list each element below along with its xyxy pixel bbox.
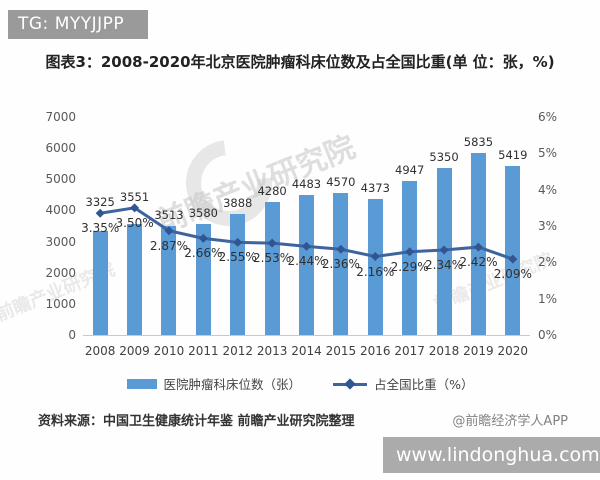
y-axis-tick-label: 7000 — [45, 110, 76, 124]
secondary-axis-tick-label: 5% — [538, 146, 558, 161]
bar — [230, 213, 246, 335]
diamond-marker-icon — [130, 203, 140, 213]
bar-value-label: 5350 — [429, 150, 459, 165]
watermark-badge-bottom-right: www.lindonghua.com — [383, 437, 600, 473]
line-series-swatch — [333, 377, 368, 390]
y-axis-tick-label: 6000 — [45, 141, 76, 156]
source-text: 资料来源：中国卫生健康统计年鉴 前瞻产业研究院整理 — [38, 414, 355, 429]
legend-bar-label: 医院肿瘤科床位数（张） — [163, 377, 302, 392]
x-axis-tick-label: 2020 — [497, 344, 529, 358]
line-point-label: 2.09% — [493, 267, 532, 282]
diamond-marker-icon — [95, 208, 105, 218]
secondary-axis-tick-label: 4% — [538, 182, 558, 197]
legend-line-label: 占全国比重（%） — [374, 377, 474, 392]
x-axis-tick-label: 2015 — [325, 344, 357, 358]
bar-value-label: 4947 — [395, 162, 425, 177]
diamond-marker-icon — [344, 377, 356, 390]
line-point-label: 2.29% — [390, 259, 429, 274]
x-axis-tick-label: 2009 — [119, 344, 150, 358]
y-axis-tick-label: 1000 — [45, 296, 76, 311]
bar — [505, 166, 521, 335]
x-axis-tick-label: 2013 — [256, 344, 288, 358]
legend-item-line: 占全国比重（%） — [333, 374, 473, 393]
bar-value-label: 3325 — [85, 195, 115, 210]
bar — [264, 201, 280, 335]
bar — [402, 180, 418, 335]
y-axis-tick-label: 0 — [68, 328, 76, 342]
bar — [195, 223, 211, 335]
x-axis-tick-label: 2018 — [428, 344, 460, 358]
secondary-axis-tick-label: 2% — [538, 255, 558, 270]
x-axis-tick-label: 2016 — [359, 344, 391, 358]
line-point-label: 2.34% — [424, 257, 464, 272]
bar-value-label: 4373 — [360, 180, 390, 195]
secondary-axis-tick-label: 0% — [538, 328, 558, 342]
bar-value-label: 5419 — [498, 148, 528, 163]
bar-value-label: 4570 — [326, 174, 356, 189]
y-axis-tick-label: 2000 — [45, 265, 76, 280]
line-point-label: 2.16% — [356, 264, 395, 279]
y-axis-tick-label: 3000 — [45, 234, 76, 249]
legend-item-bars: 医院肿瘤科床位数（张） — [126, 374, 302, 393]
bar — [470, 153, 486, 335]
bar-value-label: 4483 — [291, 177, 322, 192]
bar — [92, 231, 108, 335]
chart-title: 图表3：2008-2020年北京医院肿瘤科床位数及占全国比重(单 位：张，%) — [45, 53, 555, 71]
y-axis-tick-label: 5000 — [45, 172, 76, 187]
x-axis-tick-label: 2019 — [463, 344, 494, 358]
secondary-axis-tick-label: 3% — [538, 219, 558, 233]
y-axis-tick-label: 4000 — [45, 203, 76, 218]
x-axis-tick-label: 2012 — [222, 344, 253, 358]
bar-value-label: 3888 — [223, 195, 253, 210]
secondary-axis-tick-label: 6% — [538, 110, 558, 124]
watermark-badge-top-left: TG: MYYJJPP — [8, 10, 148, 39]
legend: 医院肿瘤科床位数（张） 占全国比重（%） — [0, 374, 600, 393]
footer: 资料来源：中国卫生健康统计年鉴 前瞻产业研究院整理 @前瞻经济学人APP — [38, 410, 568, 429]
x-axis-tick-label: 2014 — [291, 344, 322, 358]
bar-value-label: 5835 — [463, 135, 494, 150]
x-axis-line — [83, 335, 530, 336]
x-axis-tick-label: 2008 — [84, 344, 116, 358]
bar — [436, 168, 452, 335]
x-axis-tick-label: 2010 — [153, 344, 185, 358]
credit-text: @前瞻经济学人APP — [452, 414, 568, 429]
bar — [127, 224, 143, 335]
x-axis-tick-label: 2017 — [394, 344, 425, 358]
bar-value-label: 3551 — [119, 189, 150, 204]
secondary-axis-tick-label: 1% — [538, 291, 558, 306]
bar-value-label: 4280 — [257, 183, 287, 198]
line-point-label: 2.36% — [321, 257, 360, 272]
bar-series-swatch — [126, 378, 157, 389]
x-axis-tick-label: 2011 — [188, 344, 219, 358]
